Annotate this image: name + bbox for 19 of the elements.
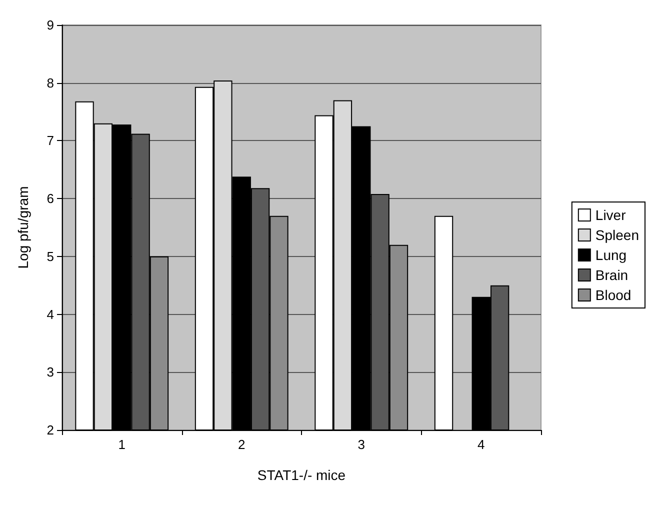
y-tick-label: 6	[46, 191, 54, 206]
y-tick-label: 2	[46, 422, 54, 438]
legend-label: Lung	[595, 247, 627, 263]
legend-label: Spleen	[595, 227, 639, 243]
legend-label: Liver	[595, 207, 626, 223]
y-axis-title: Log pfu/gram	[15, 186, 31, 269]
x-tick-label: 1	[118, 437, 126, 452]
legend-label: Blood	[595, 287, 632, 303]
x-axis-title: STAT1-/- mice	[257, 467, 346, 483]
x-tick-label: 2	[238, 437, 246, 452]
y-tick-label: 9	[46, 18, 54, 32]
y-tick-label: 8	[46, 75, 54, 90]
x-tick-label: 4	[478, 437, 485, 452]
y-tick-label: 5	[46, 248, 54, 264]
legend-label: Brain	[595, 267, 628, 283]
y-tick-label: 7	[46, 133, 54, 148]
x-tick-label: 3	[358, 437, 365, 452]
y-tick-label: 4	[46, 306, 54, 322]
y-tick-label: 3	[46, 364, 54, 380]
